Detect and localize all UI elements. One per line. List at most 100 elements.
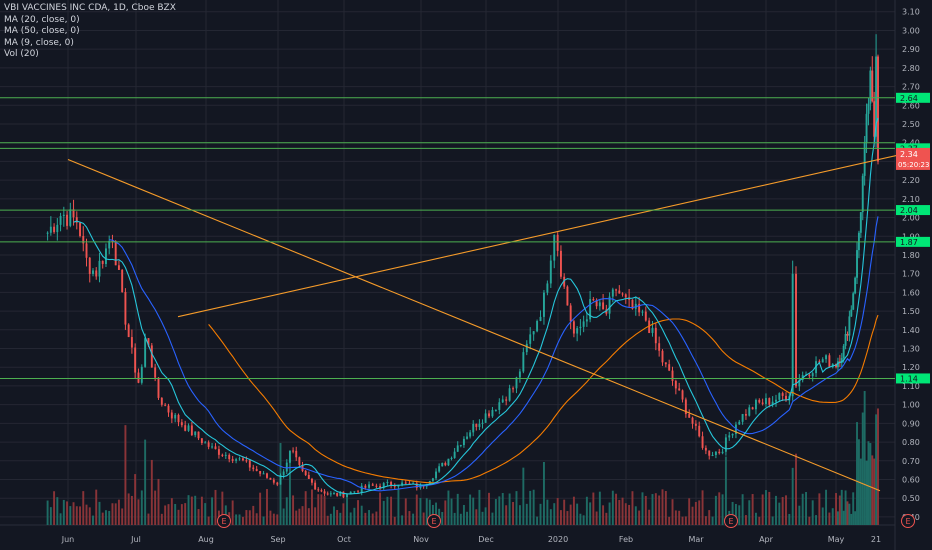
candle-body (211, 446, 214, 448)
candle-body (130, 337, 133, 348)
candle-body (808, 374, 811, 377)
volume-bar (259, 492, 262, 525)
volume-bar (425, 498, 428, 525)
volume-bar (298, 508, 301, 525)
candle-body (671, 370, 674, 381)
candle-body (469, 432, 472, 437)
volume-bar (704, 516, 707, 525)
x-tick-label: 21 (871, 535, 881, 544)
chart-legend: VBI VACCINES INC CDA, 1D, Cboe BZX MA (2… (4, 3, 176, 61)
candle-body (326, 493, 329, 495)
candle-body (447, 458, 450, 466)
candle-body (704, 447, 707, 451)
volume-bar (585, 496, 588, 525)
candle-body (718, 451, 721, 454)
volume-bar (105, 510, 107, 525)
candle-body (307, 474, 310, 479)
volume-bar (200, 496, 203, 525)
volume-bar (556, 498, 559, 525)
candle-body (397, 485, 400, 487)
earnings-marker[interactable] (901, 514, 915, 528)
candle-body (572, 321, 575, 334)
volume-bar (353, 507, 356, 525)
y-tick-label: 2.20 (902, 176, 920, 185)
candle-body (484, 413, 487, 423)
volume-bar (272, 513, 275, 525)
volume-bar (741, 494, 744, 525)
candle-body (272, 479, 275, 483)
candle-body (724, 437, 727, 452)
volume-bar (235, 514, 238, 525)
volume-bar (761, 494, 764, 525)
candle-body (435, 471, 437, 479)
candle-body (848, 316, 851, 336)
volume-bar (252, 505, 255, 525)
legend-ma20: MA (20, close, 0) (4, 14, 80, 25)
candle-body (238, 458, 241, 460)
candle-body (79, 222, 81, 236)
volume-bar (82, 491, 85, 525)
candle-body (255, 469, 258, 471)
trendline[interactable] (177, 149, 921, 318)
volume-bar (512, 501, 515, 525)
candle-body (856, 250, 858, 278)
volume-bar (734, 503, 737, 525)
candle-body (751, 407, 754, 410)
candle-body (721, 451, 724, 454)
volume-bar (765, 490, 767, 525)
earnings-marker[interactable] (427, 514, 441, 528)
volume-bar (618, 499, 621, 525)
candle-body (368, 484, 371, 488)
y-tick-label: 1.30 (902, 345, 920, 354)
candle-body (170, 412, 173, 419)
volume-bar (124, 425, 127, 525)
candle-body (124, 292, 127, 325)
candle-body (592, 299, 595, 301)
volume-bar (397, 489, 400, 525)
candle-body (698, 425, 701, 437)
volume-bar (691, 506, 694, 525)
volume-bar (488, 492, 490, 525)
volume-bar (288, 457, 291, 525)
volume-bar (180, 504, 183, 525)
volume-bar (576, 503, 579, 525)
volume-bar (651, 494, 654, 525)
volume-bar (62, 499, 65, 525)
trendline[interactable] (67, 159, 881, 492)
candle-body (478, 423, 481, 427)
volume-bar (245, 510, 248, 525)
candle-body (53, 226, 56, 233)
y-tick-label: 2.10 (902, 195, 920, 204)
volume-bar (582, 515, 585, 525)
earnings-marker[interactable] (724, 514, 738, 528)
candle-body (235, 459, 238, 461)
level-price-tag (896, 373, 930, 384)
candle-body (49, 226, 52, 233)
earnings-marker[interactable] (217, 514, 231, 528)
volume-bar (98, 501, 101, 525)
candle-body (401, 482, 404, 486)
volume-bar (194, 495, 197, 525)
candle-body (850, 309, 853, 317)
volume-bar (844, 490, 847, 525)
candle-body (875, 56, 878, 137)
candle-body (438, 466, 441, 472)
volume-bar (49, 507, 52, 525)
candle-body (494, 409, 497, 411)
volume-bar (539, 503, 542, 525)
candle-body (450, 457, 453, 459)
volume-bar (661, 489, 664, 525)
volume-bar (602, 505, 605, 525)
volume-bar (744, 515, 747, 525)
volume-bar (79, 506, 81, 525)
candle-body (505, 399, 508, 401)
volume-bar (95, 489, 98, 525)
candle-body (187, 425, 190, 431)
volume-bar (781, 497, 784, 525)
volume-bar (484, 507, 487, 525)
y-tick-label: 1.20 (902, 363, 920, 372)
candle-body (701, 436, 704, 448)
candle-body (549, 260, 552, 284)
candle-body (371, 484, 374, 486)
